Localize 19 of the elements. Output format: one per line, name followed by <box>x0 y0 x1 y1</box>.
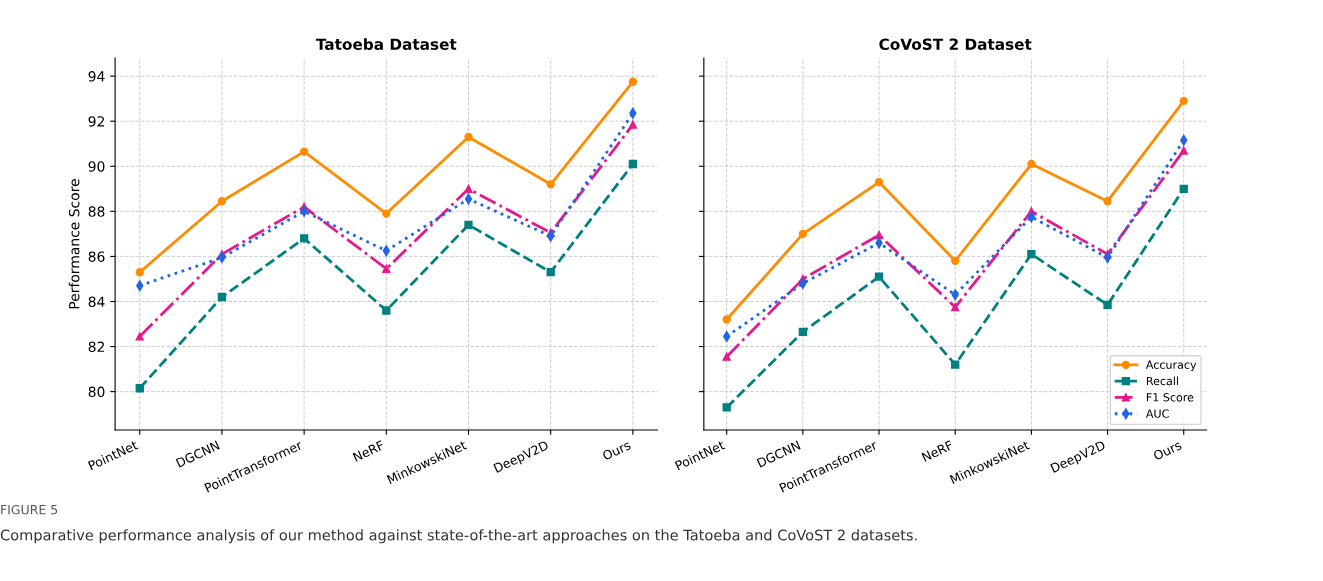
chart-title: Tatoeba Dataset <box>315 38 457 50</box>
y-tick-label: 90 <box>88 161 105 172</box>
y-tick-label: 80 <box>88 386 105 398</box>
y-tick-label: 92 <box>88 116 104 127</box>
y-tick-label: 84 <box>88 296 105 307</box>
legend-label: Accuracy <box>1145 360 1197 372</box>
text: Comparative performance analysis of our method against state-of-the-art approaches on the Tatoeba and CoVoST 2 datasets. <box>0 529 917 544</box>
legend-label: F1 Score <box>1146 393 1194 402</box>
y-axis-title: Performance Score <box>68 179 80 309</box>
chart-title: CoVoST 2 Dataset <box>879 38 1032 50</box>
x-tick-label: Ours <box>601 440 632 461</box>
caption: FIGURE 5 <box>1 504 58 515</box>
y-tick-label: 82 <box>88 341 104 353</box>
legend-label: Recall <box>1146 376 1178 386</box>
y-tick-label: 88 <box>88 206 105 217</box>
x-tick-label: Ours <box>1152 440 1183 461</box>
legend-label: AUC <box>1145 409 1169 418</box>
y-tick-label: 94 <box>88 71 105 82</box>
y-tick-label: 86 <box>88 251 105 262</box>
